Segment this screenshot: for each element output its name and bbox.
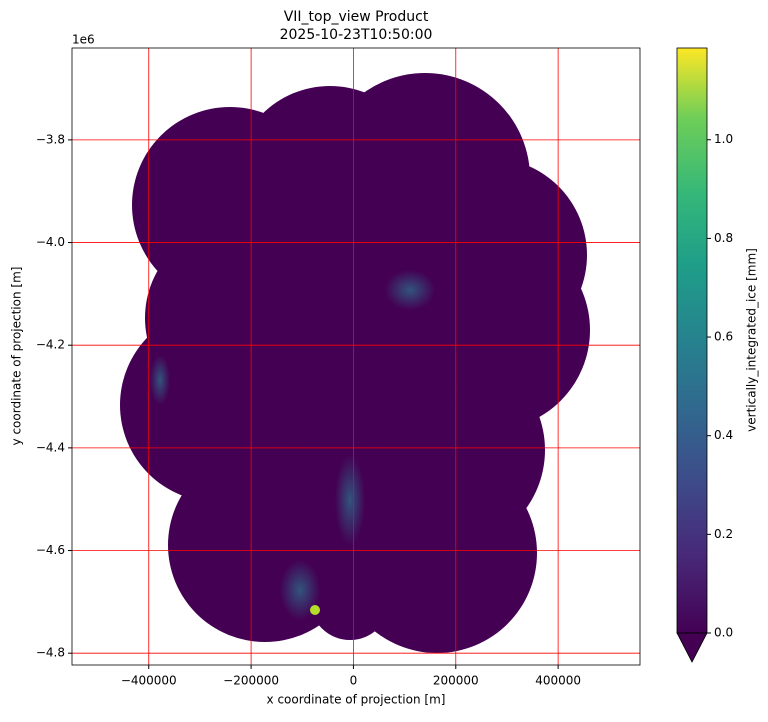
- y-axis-label: y coordinate of projection [m]: [10, 267, 24, 446]
- offset-text: 1e6: [72, 33, 95, 47]
- chart-title: VII_top_view Product: [284, 9, 429, 25]
- x-tick-label: −200000: [223, 674, 279, 688]
- colorbar-tick-label: 0.6: [714, 330, 733, 344]
- y-tick-label: −3.8: [36, 132, 65, 146]
- colorbar-tick-label: 1.0: [714, 132, 733, 146]
- colorbar-tick-label: 0.8: [714, 231, 733, 245]
- colorbar-frame: [676, 47, 708, 634]
- y-tick-label: −4.6: [36, 543, 65, 557]
- colorbar-tick-label: 0.0: [714, 626, 733, 640]
- plot-frame: [71, 47, 641, 666]
- x-tick-label: 200000: [433, 674, 479, 688]
- chart-subtitle: 2025-10-23T10:50:00: [280, 27, 433, 43]
- colorbar-tick-label: 0.4: [714, 428, 733, 442]
- radar-image: [120, 73, 590, 653]
- y-tick-label: −4.0: [36, 235, 65, 249]
- x-axis-label: x coordinate of projection [m]: [267, 693, 446, 707]
- colorbar: [677, 48, 707, 633]
- x-tick-label: −400000: [121, 674, 177, 688]
- y-tick-label: −4.8: [36, 646, 65, 660]
- y-tick-label: −4.4: [36, 440, 65, 454]
- x-tick-label: 400000: [535, 674, 581, 688]
- x-tick-label: 0: [350, 674, 358, 688]
- colorbar-extend: [676, 632, 708, 663]
- colorbar-tick-label: 0.2: [714, 527, 733, 541]
- y-tick-label: −4.2: [36, 338, 65, 352]
- colorbar-label: vertically_integrated_ice [mm]: [745, 248, 759, 432]
